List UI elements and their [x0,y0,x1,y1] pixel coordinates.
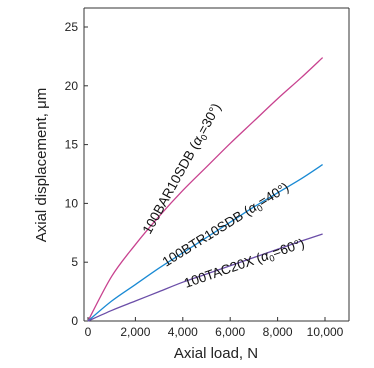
x-tick-label: 6,000 [215,325,245,339]
x-tick-label: 0 [85,325,92,339]
y-axis-title: Axial displacement, μm [33,88,50,243]
x-axis-title: Axial load, N [174,345,258,362]
y-tick-label: 15 [65,138,79,152]
y-tick-label: 20 [65,79,79,93]
y-tick-label: 25 [65,20,79,34]
y-tick-label: 10 [65,196,79,210]
x-tick-label: 8,000 [263,325,293,339]
x-tick-label: 2,000 [120,325,150,339]
x-tick-label: 4,000 [168,325,198,339]
x-ticks: 0 2,000 4,000 6,000 8,000 10,000 [85,317,344,339]
series-lines [87,57,324,322]
series-line-40deg [87,164,323,322]
y-tick-label: 0 [71,314,78,328]
series-line-30deg [87,57,324,322]
series-label-30: 100BAR10SDB (α0=30°) [140,101,226,238]
y-ticks: 0 5 10 15 20 25 [65,20,88,328]
series-line-60deg [87,233,323,322]
x-tick-label: 10,000 [307,325,344,339]
y-tick-label: 5 [71,255,78,269]
